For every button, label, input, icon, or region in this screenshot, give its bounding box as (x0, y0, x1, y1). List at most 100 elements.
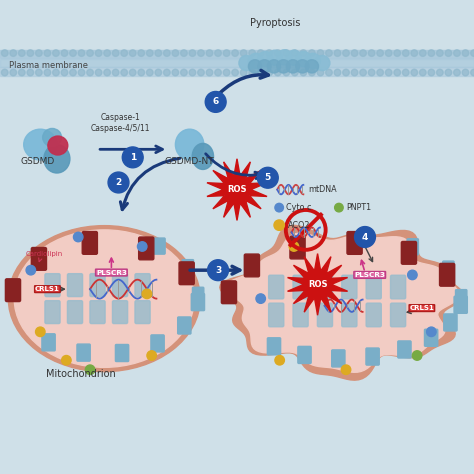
Circle shape (138, 69, 145, 76)
FancyBboxPatch shape (67, 273, 82, 297)
Circle shape (155, 50, 162, 56)
Circle shape (296, 60, 309, 73)
Circle shape (223, 69, 230, 76)
Circle shape (172, 50, 179, 56)
Circle shape (267, 50, 283, 65)
Circle shape (121, 69, 128, 76)
Circle shape (248, 60, 262, 73)
Circle shape (275, 356, 284, 365)
Circle shape (62, 356, 71, 365)
Circle shape (334, 69, 341, 76)
Ellipse shape (175, 129, 204, 160)
Circle shape (206, 69, 213, 76)
FancyBboxPatch shape (135, 301, 150, 324)
Circle shape (266, 50, 273, 56)
Circle shape (377, 69, 383, 76)
Circle shape (283, 69, 290, 76)
Circle shape (95, 50, 102, 56)
Circle shape (257, 69, 264, 76)
Circle shape (137, 242, 147, 251)
Polygon shape (288, 254, 347, 315)
Ellipse shape (192, 143, 213, 170)
Circle shape (249, 69, 255, 76)
Circle shape (1, 50, 8, 56)
Circle shape (26, 265, 36, 275)
Text: CRLS1: CRLS1 (410, 305, 434, 311)
Circle shape (189, 50, 196, 56)
FancyBboxPatch shape (82, 231, 97, 254)
Circle shape (198, 69, 204, 76)
Circle shape (326, 69, 332, 76)
Circle shape (471, 50, 474, 56)
Circle shape (296, 52, 311, 67)
Text: Caspase-1
Caspase-4/5/11: Caspase-1 Caspase-4/5/11 (91, 113, 151, 133)
Circle shape (334, 50, 341, 56)
Circle shape (239, 55, 254, 71)
Circle shape (257, 167, 278, 188)
Text: mtDNA: mtDNA (308, 185, 337, 194)
Text: Cyto c: Cyto c (286, 203, 311, 212)
FancyBboxPatch shape (347, 232, 362, 255)
Circle shape (454, 50, 460, 56)
FancyBboxPatch shape (425, 329, 438, 346)
Circle shape (142, 289, 152, 299)
FancyBboxPatch shape (391, 275, 406, 299)
Circle shape (292, 69, 298, 76)
Circle shape (274, 69, 281, 76)
Text: Mitochondrion: Mitochondrion (46, 369, 116, 379)
FancyBboxPatch shape (398, 341, 411, 358)
FancyBboxPatch shape (31, 247, 46, 270)
FancyBboxPatch shape (45, 273, 60, 297)
Circle shape (73, 232, 83, 242)
FancyBboxPatch shape (318, 303, 333, 327)
Circle shape (411, 50, 418, 56)
Text: GSDMD: GSDMD (21, 156, 55, 165)
Circle shape (277, 50, 292, 65)
Circle shape (240, 69, 247, 76)
FancyBboxPatch shape (42, 334, 55, 351)
FancyBboxPatch shape (151, 335, 164, 352)
FancyBboxPatch shape (221, 281, 237, 304)
Circle shape (266, 69, 273, 76)
FancyBboxPatch shape (342, 275, 357, 299)
Bar (0, 50, 474, 58)
Circle shape (155, 69, 162, 76)
Bar (0, 67, 474, 76)
Circle shape (283, 50, 290, 56)
FancyBboxPatch shape (267, 338, 281, 355)
Circle shape (428, 50, 435, 56)
Text: Pyroptosis: Pyroptosis (250, 18, 300, 28)
Ellipse shape (24, 129, 57, 160)
FancyBboxPatch shape (112, 301, 128, 324)
Circle shape (164, 69, 170, 76)
Text: PNPT1: PNPT1 (346, 203, 371, 212)
Circle shape (292, 50, 298, 56)
Circle shape (402, 69, 409, 76)
Circle shape (277, 60, 290, 73)
FancyBboxPatch shape (192, 287, 204, 303)
Text: 3: 3 (215, 266, 221, 274)
Circle shape (18, 50, 25, 56)
FancyBboxPatch shape (391, 303, 406, 327)
Circle shape (454, 69, 460, 76)
Circle shape (215, 69, 221, 76)
Ellipse shape (43, 128, 62, 146)
Text: 4: 4 (362, 233, 368, 241)
Circle shape (181, 50, 187, 56)
Text: ACO2: ACO2 (288, 221, 310, 229)
FancyBboxPatch shape (407, 239, 419, 255)
Circle shape (351, 69, 358, 76)
FancyBboxPatch shape (293, 303, 308, 327)
Circle shape (146, 50, 153, 56)
FancyBboxPatch shape (443, 261, 454, 277)
Bar (0, 59, 474, 67)
Circle shape (300, 69, 307, 76)
Circle shape (360, 50, 366, 56)
Circle shape (274, 220, 284, 230)
Circle shape (289, 242, 299, 251)
Text: ROS: ROS (308, 280, 328, 289)
Circle shape (164, 50, 170, 56)
FancyBboxPatch shape (112, 273, 128, 297)
Circle shape (112, 50, 119, 56)
Circle shape (267, 60, 281, 73)
